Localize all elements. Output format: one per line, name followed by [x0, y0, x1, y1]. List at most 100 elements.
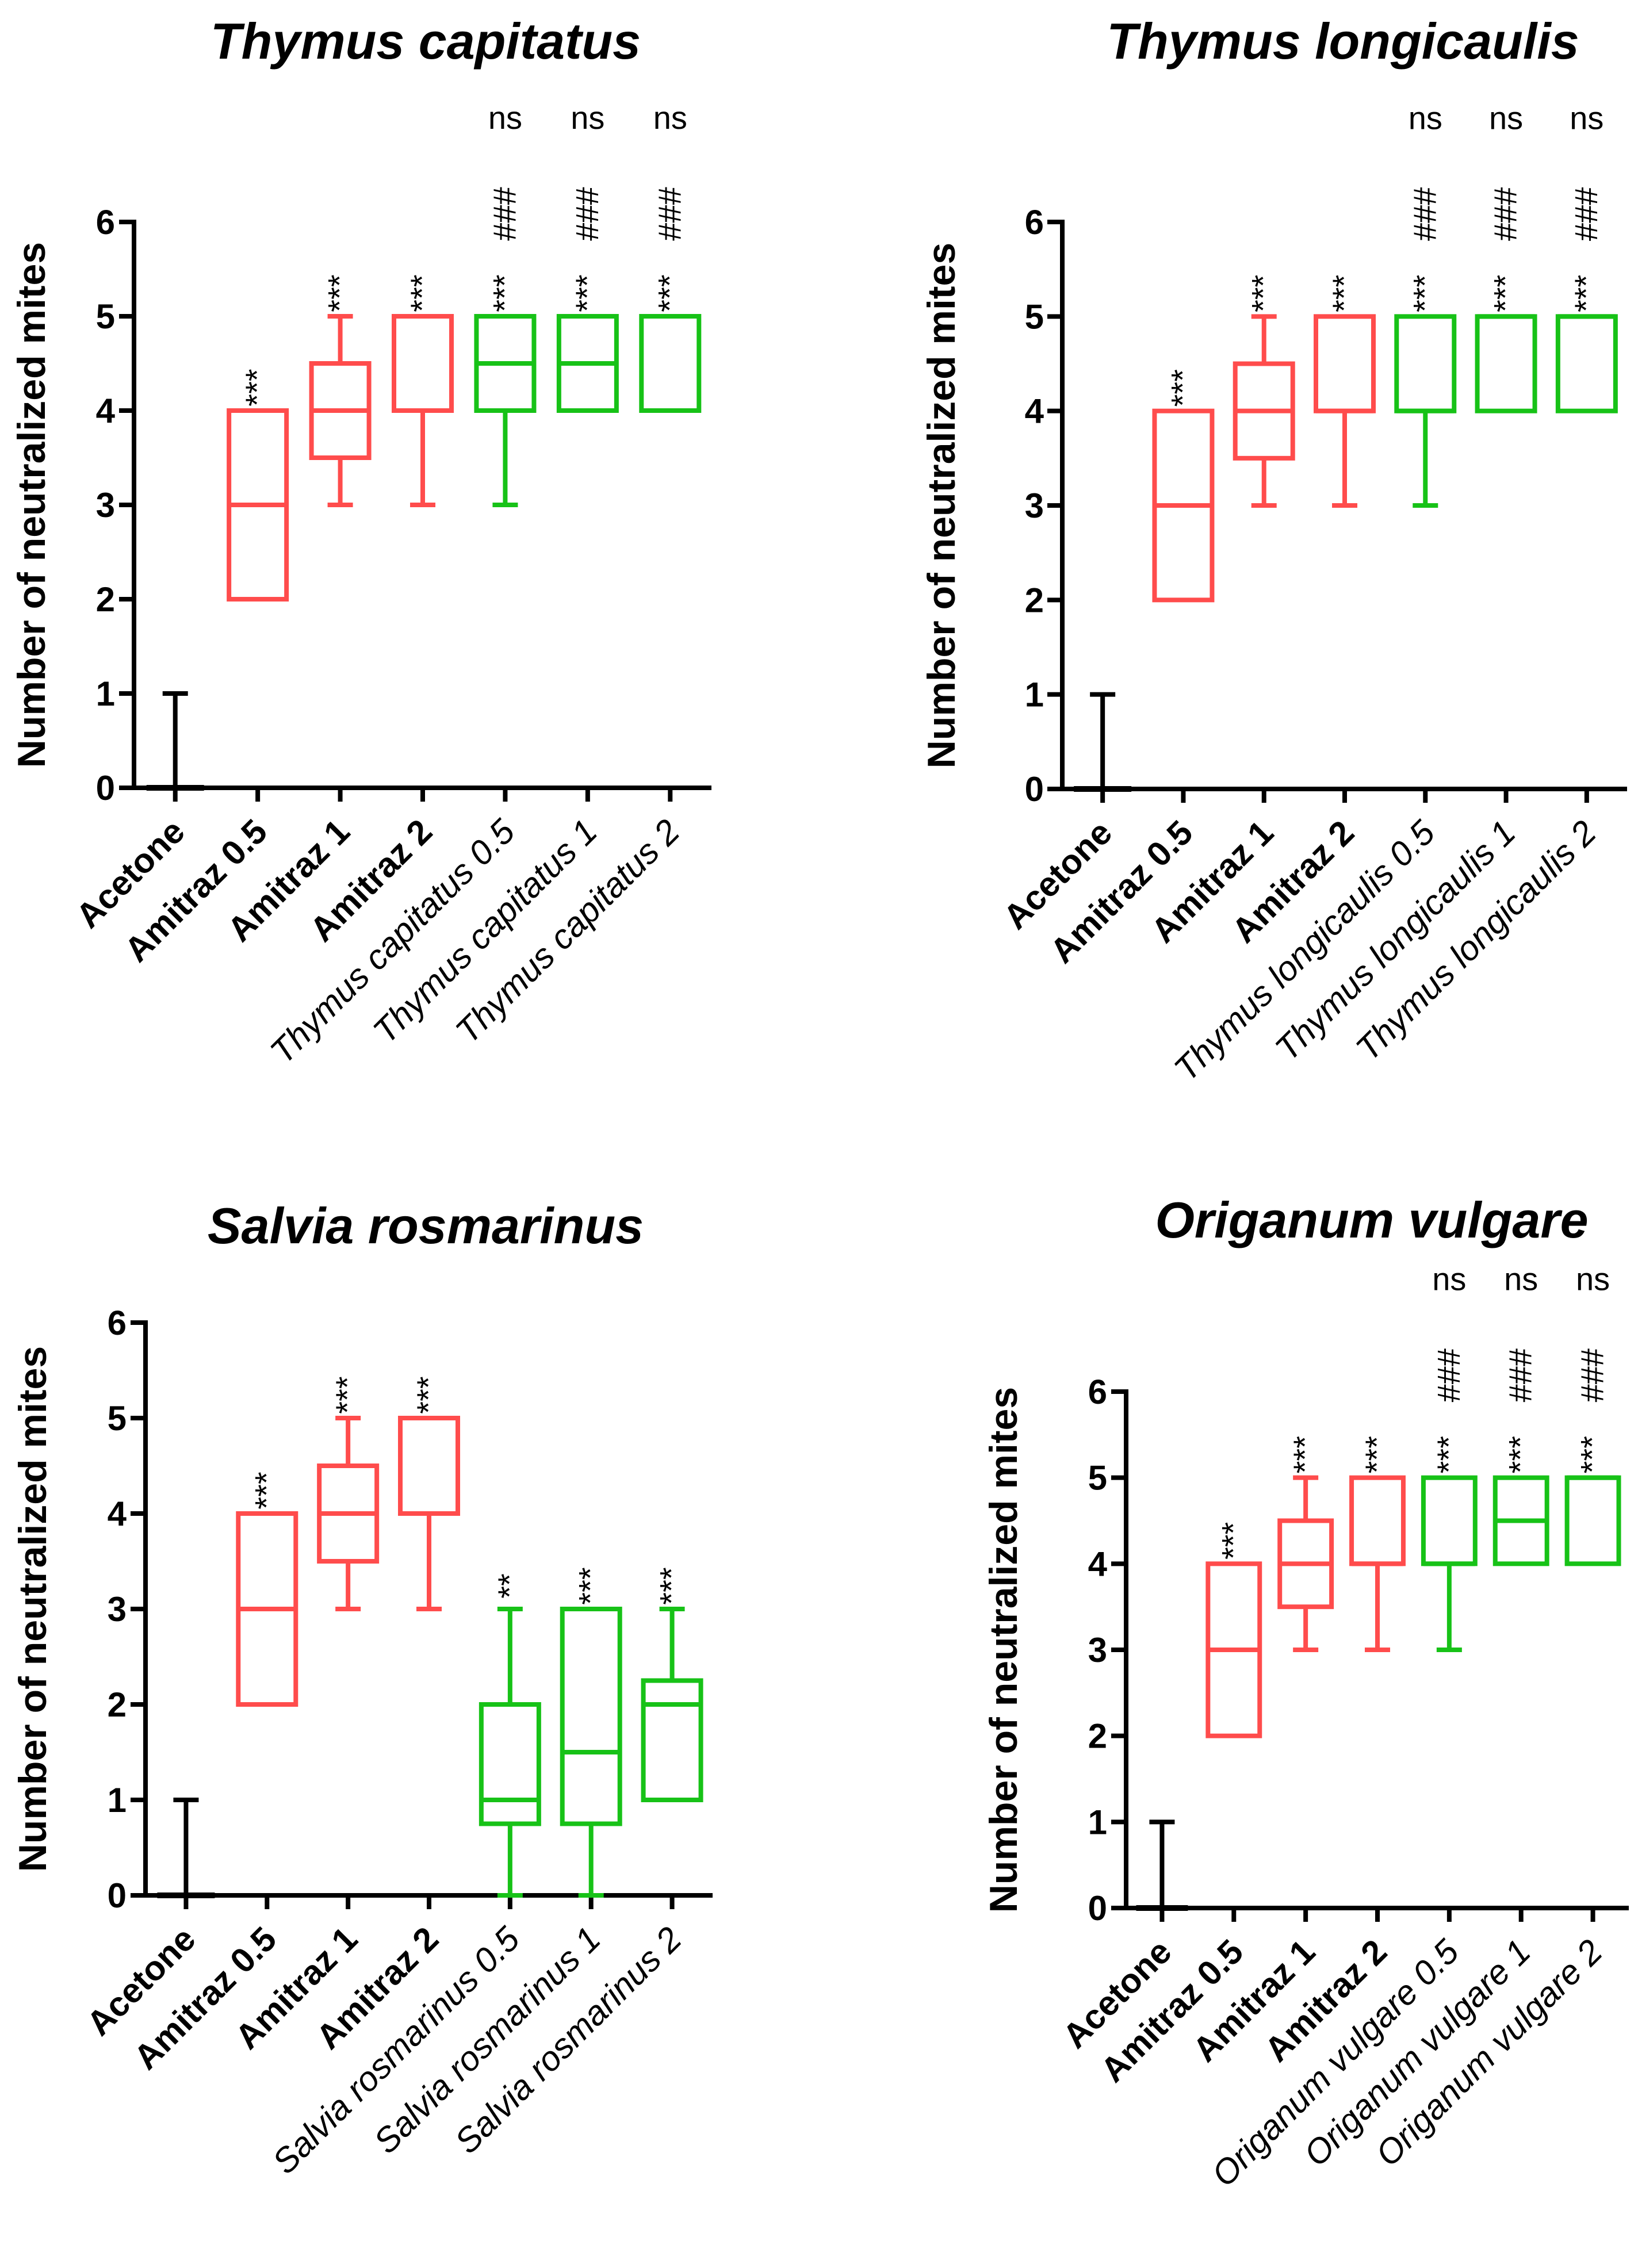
y-tick-label: 5 — [96, 297, 115, 336]
chart-panel-1: Thymus capitatus Number of neutralized mi… — [10, 13, 711, 1071]
significance-label: ### — [1502, 1348, 1539, 1402]
significance-label: *** — [486, 274, 522, 312]
significance-label: *** — [1406, 275, 1442, 312]
box-4 — [1349, 1475, 1406, 1652]
y-tick-label: 0 — [96, 769, 115, 807]
box-5 — [1421, 1475, 1478, 1652]
y-tick-label: 4 — [1088, 1545, 1108, 1583]
box-4 — [398, 1416, 460, 1611]
box-rect — [1475, 314, 1537, 413]
box-rect — [1555, 314, 1618, 413]
chart-title: Thymus longicaulis — [1107, 13, 1579, 70]
box-6 — [1475, 314, 1537, 413]
significance-label: *** — [1164, 369, 1200, 407]
significance-label: ### — [569, 187, 605, 240]
y-tick-label: 1 — [1088, 1803, 1107, 1841]
y-tick-label: 0 — [1088, 1889, 1107, 1928]
significance-label: ns — [1489, 99, 1523, 136]
y-tick-label: 4 — [96, 392, 116, 430]
y-tick-label: 0 — [1025, 770, 1044, 809]
y-tick-label: 2 — [96, 580, 115, 619]
significance-label: *** — [572, 1567, 608, 1604]
box-rect — [1564, 1475, 1621, 1566]
significance-label: ** — [491, 1573, 527, 1599]
box-3 — [1233, 314, 1295, 508]
y-tick-label: 3 — [1025, 486, 1044, 525]
significance-label: ns — [571, 99, 604, 136]
y-tick-label: 6 — [1025, 203, 1044, 242]
significance-label: ns — [488, 99, 522, 136]
box-rect — [560, 1607, 622, 1826]
box-1 — [1074, 692, 1132, 792]
box-5 — [1394, 314, 1457, 508]
y-tick-label: 6 — [1088, 1373, 1107, 1411]
significance-label: *** — [1287, 1436, 1323, 1473]
box-6 — [560, 1607, 622, 1898]
significance-label: *** — [1502, 1436, 1539, 1473]
box-rect — [398, 1416, 460, 1516]
significance-label: ### — [1568, 187, 1604, 241]
chart-panel-4: Origanum vulgare Number of neutralized mi… — [982, 1192, 1629, 2194]
box-5 — [479, 1607, 541, 1898]
box-rect — [641, 1678, 703, 1802]
chart-title: Origanum vulgare — [1155, 1192, 1588, 1248]
y-tick-label: 5 — [1088, 1459, 1107, 1497]
y-tick-label: 3 — [108, 1590, 127, 1629]
y-tick-label: 2 — [1025, 581, 1044, 619]
box-2 — [1152, 408, 1215, 603]
significance-label: ns — [1409, 99, 1442, 136]
box-6 — [1492, 1475, 1549, 1566]
y-tick-label: 2 — [1088, 1717, 1107, 1756]
box-rect — [1421, 1475, 1478, 1566]
significance-label: ns — [1570, 99, 1603, 136]
box-4 — [392, 314, 454, 507]
y-tick-label: 1 — [96, 675, 115, 713]
box-rect — [1314, 314, 1376, 413]
y-tick-label: 4 — [108, 1495, 127, 1533]
box-1 — [1136, 1819, 1188, 1911]
y-tick-label: 3 — [1088, 1631, 1107, 1669]
significance-label: *** — [1326, 275, 1362, 312]
significance-label: *** — [322, 274, 358, 312]
box-1 — [157, 1798, 215, 1898]
box-7 — [641, 1607, 703, 1802]
significance-label: *** — [410, 1376, 446, 1413]
significance-label: ### — [1406, 187, 1442, 241]
box-4 — [1314, 314, 1376, 508]
box-3 — [317, 1416, 380, 1611]
y-tick-label: 6 — [108, 1304, 127, 1342]
box-7 — [1555, 314, 1618, 413]
box-rect — [639, 314, 702, 413]
significance-label: *** — [1215, 1522, 1251, 1560]
box-rect — [1394, 314, 1457, 413]
significance-label: *** — [1487, 275, 1524, 312]
box-rect — [479, 1702, 541, 1826]
significance-label: ### — [486, 187, 522, 240]
y-axis-label: Number of neutralized mites — [10, 242, 53, 768]
box-3 — [309, 314, 372, 507]
box-5 — [474, 314, 537, 507]
chart-title: Salvia rosmarinus — [208, 1197, 644, 1254]
significance-label: ns — [653, 99, 687, 136]
y-tick-label: 4 — [1025, 392, 1044, 431]
significance-label: *** — [1245, 275, 1281, 312]
y-tick-label: 1 — [108, 1781, 127, 1819]
significance-label: *** — [1574, 1436, 1610, 1473]
significance-label: *** — [569, 274, 605, 312]
chart-panel-2: Thymus longicaulis Number of neutralized … — [920, 13, 1627, 1089]
y-tick-label: 2 — [108, 1685, 127, 1724]
significance-label: ### — [1487, 187, 1524, 241]
significance-label: *** — [1568, 275, 1604, 312]
significance-label: *** — [1430, 1436, 1467, 1473]
significance-label: *** — [651, 274, 687, 312]
significance-label: *** — [653, 1567, 690, 1604]
box-3 — [1277, 1475, 1334, 1652]
box-rect — [392, 314, 454, 413]
box-6 — [556, 314, 619, 413]
y-tick-label: 5 — [1025, 297, 1044, 336]
y-tick-label: 3 — [96, 486, 115, 524]
significance-label: *** — [239, 369, 275, 406]
y-axis-label: Number of neutralized mites — [982, 1387, 1025, 1913]
box-rect — [1349, 1475, 1406, 1566]
